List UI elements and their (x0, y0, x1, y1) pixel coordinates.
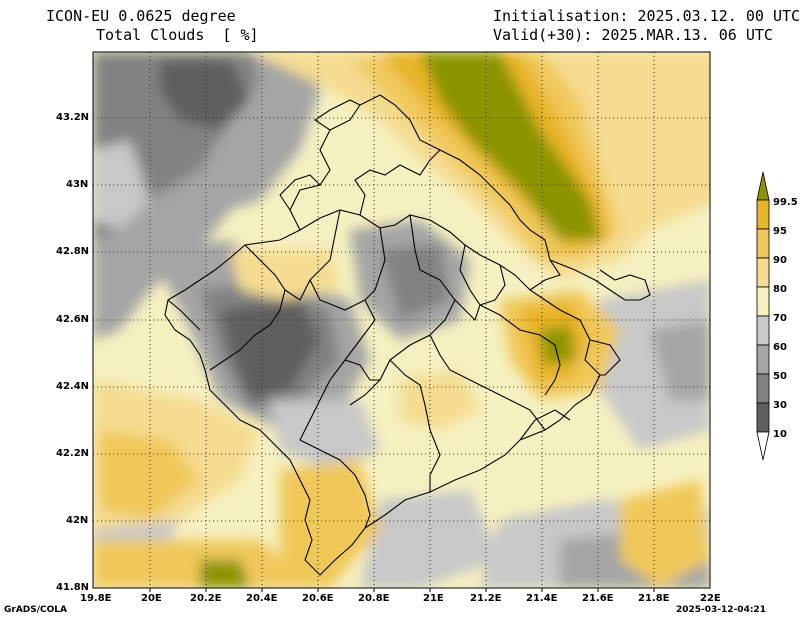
cloud-field (93, 52, 710, 588)
colorbar (756, 171, 770, 461)
model-title: ICON-EU 0.0625 degree (46, 7, 236, 25)
lat-label: 41.8N (56, 582, 90, 593)
lon-label: 21E (423, 593, 444, 604)
lon-label: 20E (141, 593, 162, 604)
colorbar-label: 70 (773, 313, 787, 324)
init-time: Initialisation: 2025.03.12. 00 UTC (493, 7, 800, 25)
colorbar-label: 10 (773, 429, 787, 440)
colorbar-swatch (756, 315, 770, 346)
lon-label: 20.2E (190, 593, 222, 604)
colorbar-swatch (756, 286, 770, 317)
colorbar-label: 30 (773, 400, 787, 411)
colorbar-top-arrow (756, 171, 770, 201)
lon-label: 19.8E (80, 593, 112, 604)
lat-label: 42N (66, 515, 89, 526)
colorbar-label: 99.5 (773, 197, 798, 208)
lon-label: 21.4E (526, 593, 558, 604)
lat-label: 42.6N (56, 314, 90, 325)
colorbar-swatch (756, 344, 770, 375)
colorbar-label: 90 (773, 255, 787, 266)
colorbar-swatch (756, 402, 770, 433)
lat-label: 43.2N (56, 112, 90, 123)
grid-lines (93, 52, 710, 588)
lat-label: 42.4N (56, 381, 90, 392)
lat-label: 42.2N (56, 448, 90, 459)
lon-label: 21.6E (582, 593, 614, 604)
colorbar-label: 80 (773, 284, 787, 295)
lon-label: 20.8E (358, 593, 390, 604)
colorbar-swatch (756, 257, 770, 288)
colorbar-swatch (756, 199, 770, 230)
lon-label: 21.8E (638, 593, 670, 604)
lat-label: 42.8N (56, 246, 90, 257)
valid-time: Valid(+30): 2025.MAR.13. 06 UTC (493, 26, 773, 44)
lon-label: 20.4E (246, 593, 278, 604)
admin-borders (164, 94, 651, 576)
variable-title: Total Clouds [ %] (96, 26, 259, 44)
lon-label: 21.2E (470, 593, 502, 604)
colorbar-swatch (756, 228, 770, 259)
footer-credit: GrADS/COLA (4, 605, 67, 615)
colorbar-label: 95 (773, 226, 787, 237)
footer-timestamp: 2025-03-12-04:21 (676, 605, 766, 615)
lon-label: 22E (700, 593, 721, 604)
map-frame (92, 51, 711, 589)
colorbar-swatch (756, 373, 770, 404)
lon-label: 20.6E (302, 593, 334, 604)
colorbar-label: 60 (773, 342, 787, 353)
lat-label: 43N (66, 179, 89, 190)
colorbar-bottom-arrow (756, 431, 770, 461)
colorbar-label: 50 (773, 371, 787, 382)
